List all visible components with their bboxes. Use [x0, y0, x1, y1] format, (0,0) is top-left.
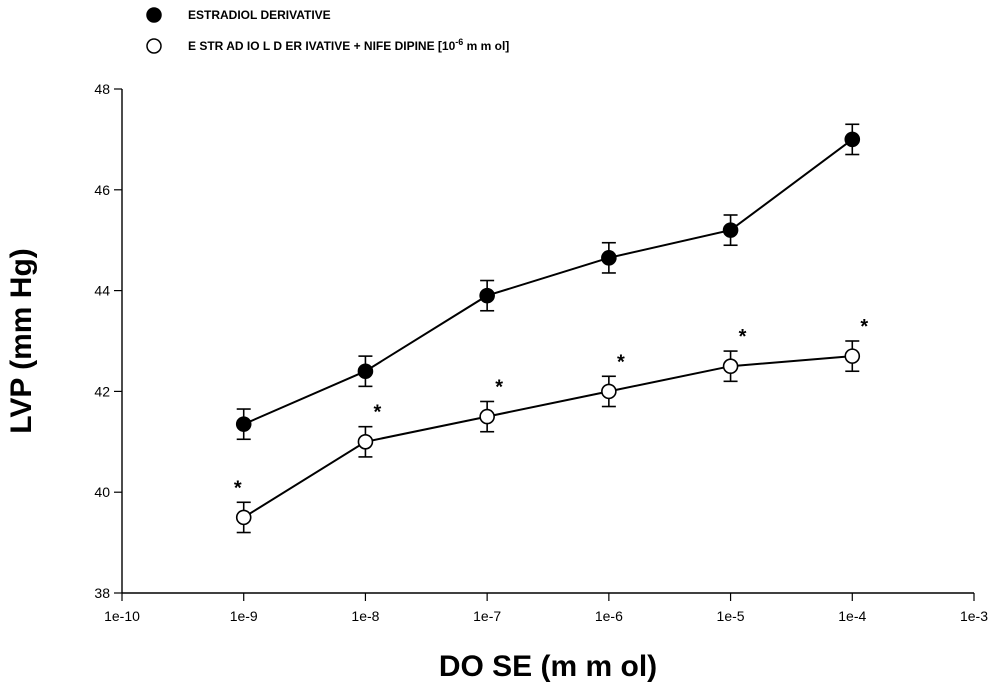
plot-area: * * * * * *	[234, 123, 868, 534]
x-tick-label: 1e-7	[473, 608, 501, 624]
legend-entry-series-1: ESTRADIOL DERIVATIVE	[146, 7, 331, 23]
data-point	[601, 250, 617, 266]
data-point	[235, 509, 252, 526]
legend-label-series-1: ESTRADIOL DERIVATIVE	[188, 8, 331, 22]
y-tick-label: 40	[94, 484, 110, 500]
series-2: * * * * * *	[234, 316, 868, 534]
data-point	[722, 358, 739, 375]
significance-marker: *	[495, 376, 503, 398]
x-ticks: 1e-10 1e-9 1e-8 1e-7 1e-6 1e-5 1e-4 1e-3	[104, 593, 988, 624]
legend-label-series-2-superscript: -6	[455, 37, 463, 47]
y-tick-label: 42	[94, 383, 110, 399]
legend-label-series-2: E STR AD IO L D ER IVATIVE + NIFE DIPINE…	[188, 37, 509, 53]
x-tick-label: 1e-4	[838, 608, 866, 624]
data-point	[357, 433, 374, 450]
data-point	[357, 363, 374, 380]
data-point	[601, 383, 617, 400]
significance-marker: *	[617, 351, 625, 373]
y-tick-label: 46	[94, 182, 110, 198]
data-point	[844, 131, 861, 148]
x-tick-label: 1e-6	[595, 608, 623, 624]
y-axis-title: LVP (mm Hg)	[5, 248, 38, 434]
axes	[121, 89, 974, 594]
x-tick-label: 1e-10	[104, 608, 140, 624]
data-point	[844, 348, 861, 364]
series-1	[235, 123, 861, 441]
legend-marker-filled-circle	[146, 7, 162, 23]
legend-marker-open-circle	[146, 38, 162, 54]
x-axis-title: DO SE (m m ol)	[439, 650, 657, 683]
y-tick-label: 38	[94, 585, 110, 601]
legend-entry-series-2: E STR AD IO L D ER IVATIVE + NIFE DIPINE…	[146, 37, 509, 54]
x-tick-label: 1e-3	[960, 608, 988, 624]
legend: ESTRADIOL DERIVATIVE E STR AD IO L D ER …	[146, 7, 509, 54]
y-tick-label: 44	[94, 283, 110, 299]
significance-marker: *	[234, 477, 242, 499]
data-point	[479, 287, 495, 304]
data-point	[479, 408, 495, 425]
legend-label-series-2-main: E STR AD IO L D ER IVATIVE + NIFE DIPINE…	[188, 39, 456, 53]
significance-marker: *	[739, 326, 747, 348]
legend-label-series-2-suffix: m m ol]	[463, 39, 509, 53]
y-ticks: 38 40 42 44 46 48	[94, 81, 122, 601]
series-line	[243, 138, 853, 426]
data-point	[235, 416, 252, 432]
significance-marker: *	[374, 402, 382, 424]
y-tick-label: 48	[94, 81, 110, 97]
significance-marker: *	[860, 316, 868, 338]
x-tick-label: 1e-9	[230, 608, 258, 624]
x-tick-label: 1e-8	[351, 608, 379, 624]
data-point	[722, 222, 739, 238]
series-line	[243, 355, 853, 519]
x-tick-label: 1e-5	[717, 608, 745, 624]
